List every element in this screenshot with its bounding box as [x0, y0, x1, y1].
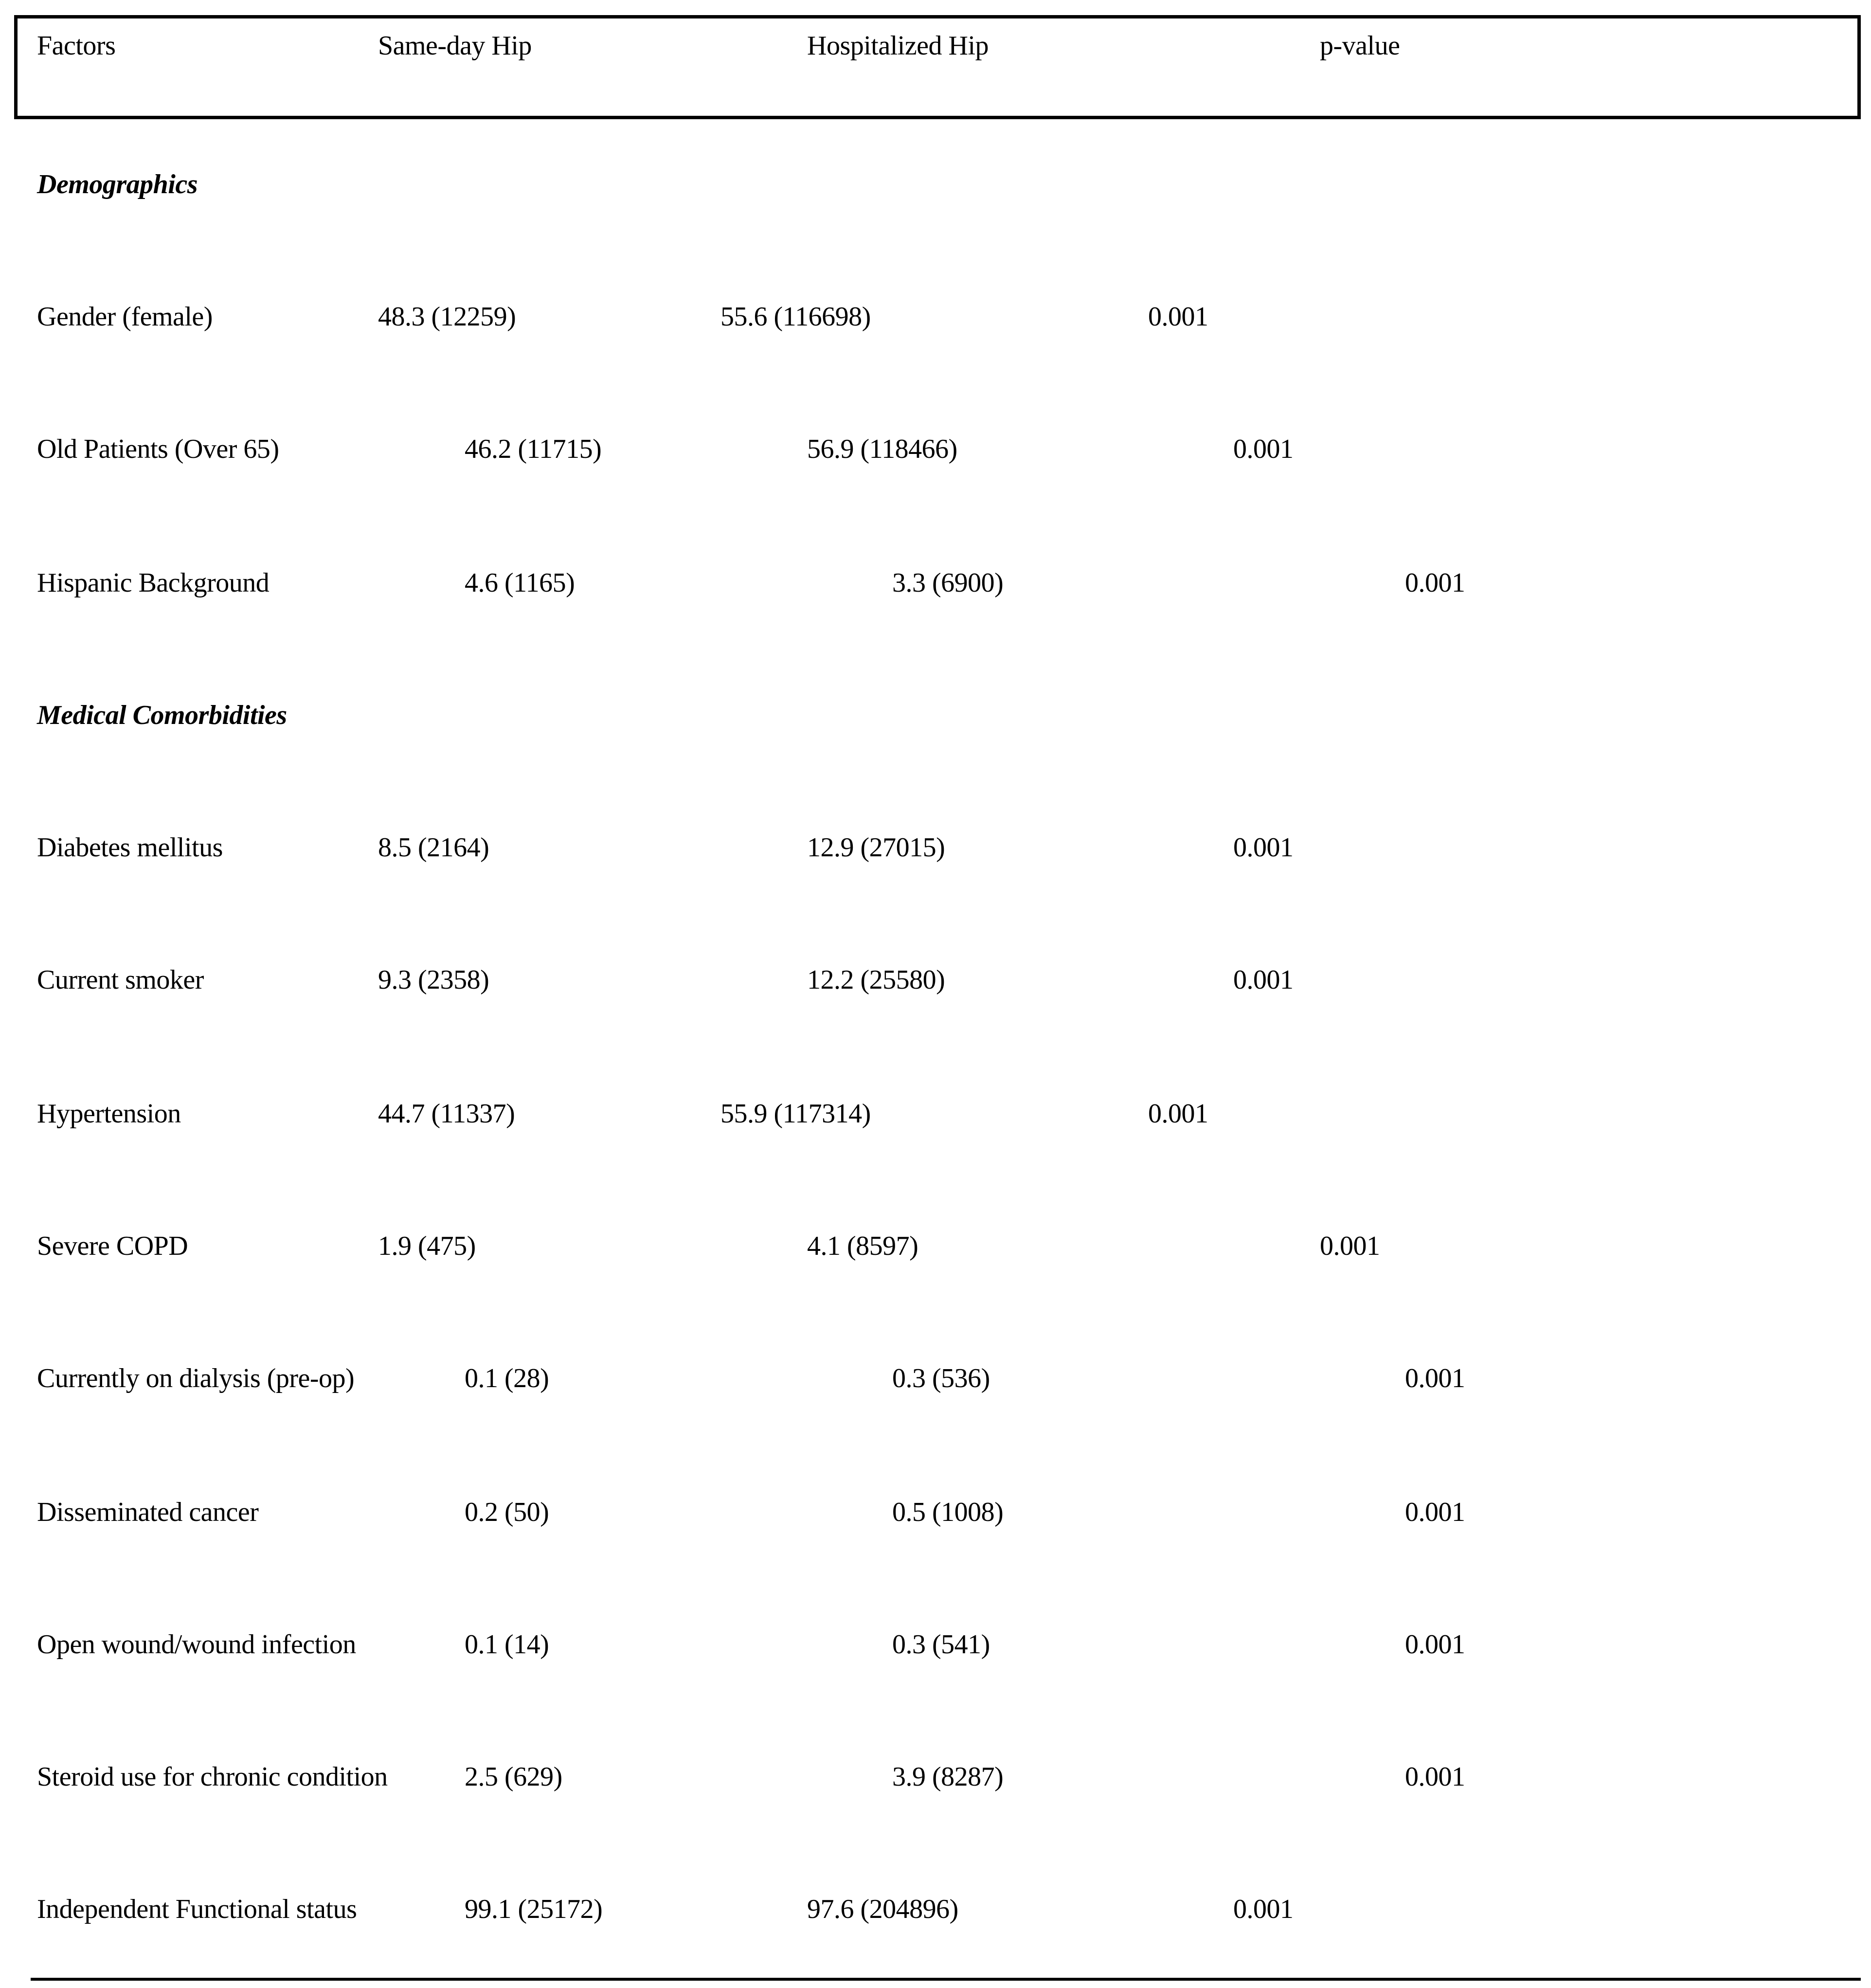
p-value-cell: 0.001: [1405, 568, 1465, 598]
same-day-cell: 46.2 (11715): [465, 434, 602, 464]
p-value-cell: 0.001: [1405, 1363, 1465, 1393]
same-day-cell: 9.3 (2358): [378, 965, 489, 995]
p-value-cell: 0.001: [1233, 1894, 1294, 1924]
factor-cell: Open wound/wound infection: [37, 1629, 356, 1660]
hospitalized-cell: 55.9 (117314): [720, 1099, 871, 1129]
factor-cell: Diabetes mellitus: [37, 832, 223, 863]
hospitalized-cell: 3.3 (6900): [892, 568, 1004, 598]
factor-cell: Disseminated cancer: [37, 1497, 259, 1527]
factor-cell: Gender (female): [37, 302, 213, 332]
same-day-cell: 48.3 (12259): [378, 302, 516, 332]
hospitalized-cell: 12.2 (25580): [807, 965, 945, 995]
hospitalized-cell: 56.9 (118466): [807, 434, 957, 464]
p-value-cell: 0.001: [1405, 1629, 1465, 1660]
factor-cell: Severe COPD: [37, 1231, 188, 1261]
p-value-cell: 0.001: [1148, 1099, 1208, 1129]
hospitalized-cell: 12.9 (27015): [807, 832, 945, 863]
factor-cell: Steroid use for chronic condition: [37, 1762, 388, 1792]
factor-cell: Independent Functional status: [37, 1894, 357, 1924]
section-title-comorbidities: Medical Comorbidities: [37, 700, 287, 730]
factor-cell: Currently on dialysis (pre-op): [37, 1363, 355, 1393]
p-value-cell: 0.001: [1233, 832, 1294, 863]
section-title-demographics: Demographics: [37, 169, 198, 199]
same-day-cell: 0.1 (28): [465, 1363, 549, 1393]
factor-cell: Old Patients (Over 65): [37, 434, 279, 464]
table-header-box: [14, 15, 1861, 119]
p-value-cell: 0.001: [1148, 302, 1208, 332]
hospitalized-cell: 0.3 (536): [892, 1363, 990, 1393]
p-value-cell: 0.001: [1233, 965, 1294, 995]
same-day-cell: 0.2 (50): [465, 1497, 549, 1527]
p-value-cell: 0.001: [1233, 434, 1294, 464]
same-day-cell: 2.5 (629): [465, 1762, 562, 1792]
same-day-cell: 4.6 (1165): [465, 568, 575, 598]
p-value-cell: 0.001: [1405, 1497, 1465, 1527]
same-day-cell: 8.5 (2164): [378, 832, 489, 863]
header-hospitalized: Hospitalized Hip: [807, 31, 989, 61]
hospitalized-cell: 4.1 (8597): [807, 1231, 918, 1261]
factor-cell: Hypertension: [37, 1099, 181, 1129]
hospitalized-cell: 97.6 (204896): [807, 1894, 958, 1924]
same-day-cell: 44.7 (11337): [378, 1099, 515, 1129]
table-bottom-rule: [31, 1978, 1861, 1981]
header-p-value: p-value: [1320, 31, 1400, 61]
hospitalized-cell: 3.9 (8287): [892, 1762, 1004, 1792]
factor-cell: Hispanic Background: [37, 568, 270, 598]
p-value-cell: 0.001: [1405, 1762, 1465, 1792]
hospitalized-cell: 55.6 (116698): [720, 302, 871, 332]
p-value-cell: 0.001: [1320, 1231, 1380, 1261]
same-day-cell: 0.1 (14): [465, 1629, 549, 1660]
hospitalized-cell: 0.5 (1008): [892, 1497, 1004, 1527]
header-factors: Factors: [37, 31, 116, 61]
factor-cell: Current smoker: [37, 965, 204, 995]
same-day-cell: 1.9 (475): [378, 1231, 476, 1261]
same-day-cell: 99.1 (25172): [465, 1894, 603, 1924]
hospitalized-cell: 0.3 (541): [892, 1629, 990, 1660]
header-same-day: Same-day Hip: [378, 31, 532, 61]
